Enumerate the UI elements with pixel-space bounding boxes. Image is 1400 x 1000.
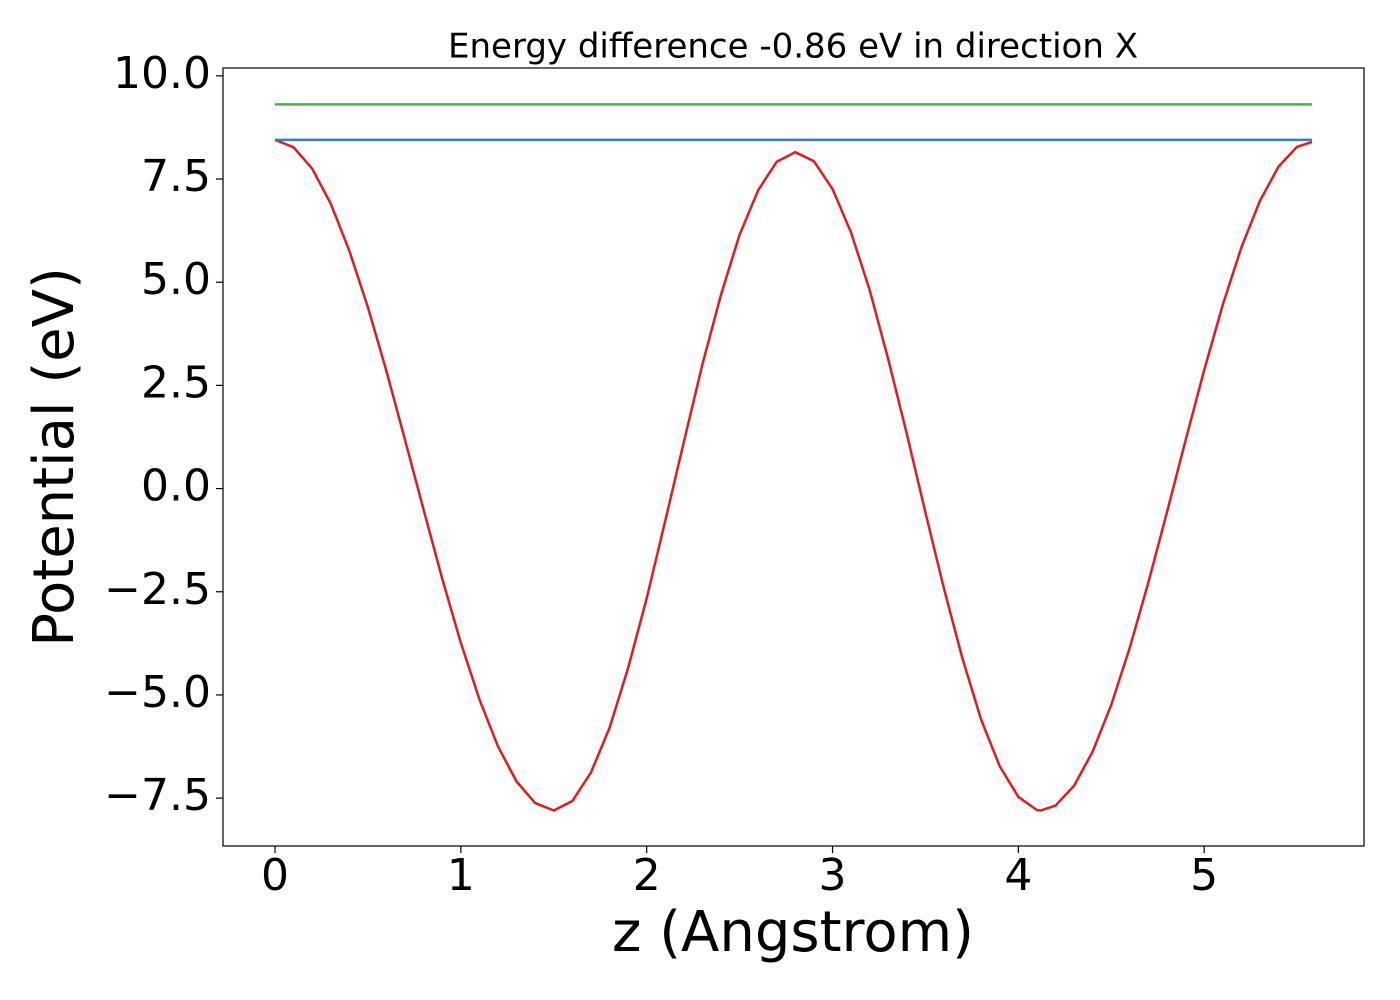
x-tick-label: 2 <box>633 850 661 901</box>
line-series <box>274 138 1313 812</box>
x-tick-label: 0 <box>261 850 289 901</box>
x-tick-label: 4 <box>1004 850 1032 901</box>
x-tick-label: 3 <box>819 850 847 901</box>
y-tick-label: 0.0 <box>141 461 211 512</box>
y-tick-label: −5.0 <box>104 667 211 718</box>
y-tick-label: 10.0 <box>113 48 211 99</box>
x-axis-label: z (Angstrom) <box>612 900 974 965</box>
y-tick-label: 5.0 <box>141 254 211 305</box>
y-tick-label: 7.5 <box>141 151 211 202</box>
x-tick-label: 5 <box>1190 850 1218 901</box>
y-tick-label: −2.5 <box>104 564 211 615</box>
y-tick-label: −7.5 <box>104 770 211 821</box>
x-tick-label: 1 <box>447 850 475 901</box>
y-tick-label: 2.5 <box>141 357 211 408</box>
chart-title: Energy difference -0.86 eV in direction … <box>448 27 1138 67</box>
y-axis-label: Potential (eV) <box>22 267 87 647</box>
plot-frame <box>222 67 1365 847</box>
